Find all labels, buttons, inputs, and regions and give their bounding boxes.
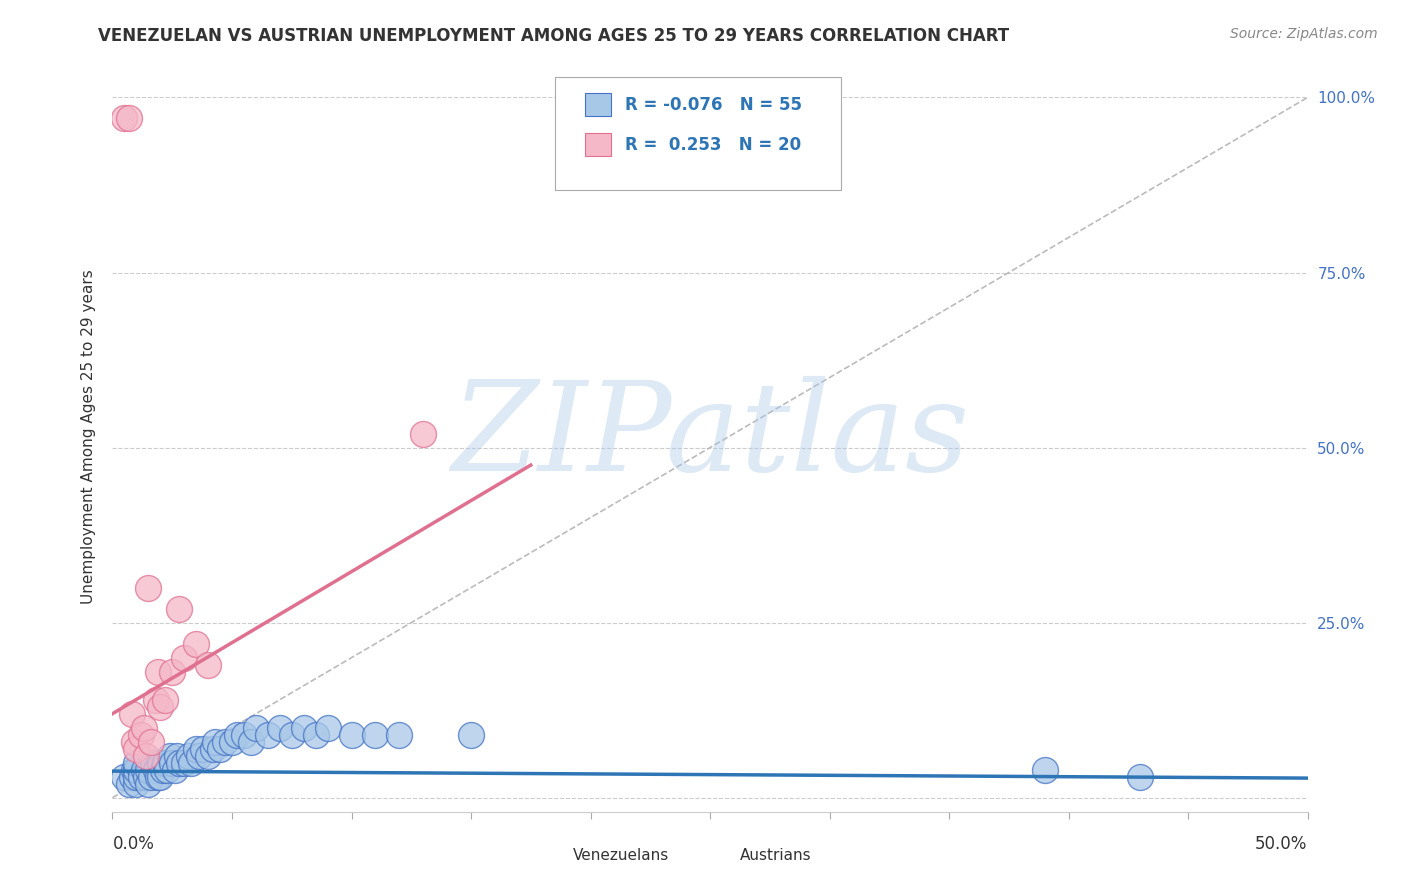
Text: VENEZUELAN VS AUSTRIAN UNEMPLOYMENT AMONG AGES 25 TO 29 YEARS CORRELATION CHART: VENEZUELAN VS AUSTRIAN UNEMPLOYMENT AMON… [98,27,1010,45]
Point [132,721,155,735]
Text: ZIPatlas: ZIPatlas [451,376,969,498]
Point [180,756,202,770]
Text: R =  0.253   N = 20: R = 0.253 N = 20 [626,136,801,153]
Point [412,426,434,441]
Point [233,728,256,742]
Y-axis label: Unemployment Among Ages 25 to 29 years: Unemployment Among Ages 25 to 29 years [80,269,96,605]
Point [118,777,141,791]
Point [142,756,165,770]
Text: Venezuelans: Venezuelans [572,847,669,863]
Point [159,748,181,763]
Point [139,734,162,748]
Point [125,756,148,770]
Point [316,721,339,735]
Point [388,728,411,742]
Point [245,721,267,735]
Point [129,728,152,742]
Point [149,756,172,770]
FancyBboxPatch shape [537,846,567,864]
Point [122,734,145,748]
Point [125,741,148,756]
Point [146,665,169,679]
Point [156,763,179,777]
Point [121,770,143,784]
Point [162,665,183,679]
Point [169,601,191,615]
Point [193,741,215,756]
Point [1129,770,1152,784]
Text: R = -0.076   N = 55: R = -0.076 N = 55 [626,95,803,114]
Point [146,770,169,784]
Point [166,748,188,763]
Text: 50.0%: 50.0% [1256,835,1308,853]
FancyBboxPatch shape [585,133,610,156]
Point [240,734,263,748]
Point [153,692,176,706]
Point [197,657,219,672]
Point [138,763,160,777]
Point [177,748,200,763]
Point [1033,763,1056,777]
Point [152,763,174,777]
Point [139,770,162,784]
Point [201,741,224,756]
Point [340,728,363,742]
Point [145,692,167,706]
Point [257,728,280,742]
Point [138,581,160,595]
Point [292,721,315,735]
Point [186,741,208,756]
Point [162,756,183,770]
Point [186,637,208,651]
Text: Austrians: Austrians [740,847,811,863]
Point [460,728,482,742]
Point [225,728,247,742]
Point [114,770,135,784]
Point [135,748,157,763]
Point [281,728,304,742]
Point [114,112,135,126]
Point [209,741,232,756]
FancyBboxPatch shape [704,846,734,864]
Point [204,734,226,748]
Point [149,699,172,714]
Point [169,756,191,770]
Point [173,756,195,770]
Point [187,748,209,763]
Point [138,777,160,791]
Text: 0.0%: 0.0% [112,835,155,853]
Point [121,706,143,721]
FancyBboxPatch shape [585,94,610,116]
Point [149,770,172,784]
Point [125,763,148,777]
Point [118,112,141,126]
Point [197,748,219,763]
Point [269,721,291,735]
Text: Source: ZipAtlas.com: Source: ZipAtlas.com [1230,27,1378,41]
Point [153,756,176,770]
Point [125,777,148,791]
Point [145,763,167,777]
Point [163,763,186,777]
Point [214,734,236,748]
Point [173,650,195,665]
Point [135,770,157,784]
Point [364,728,387,742]
Point [132,763,155,777]
Point [221,734,243,748]
Point [122,763,145,777]
Point [125,770,148,784]
Point [129,770,152,784]
FancyBboxPatch shape [554,78,842,190]
Point [305,728,328,742]
